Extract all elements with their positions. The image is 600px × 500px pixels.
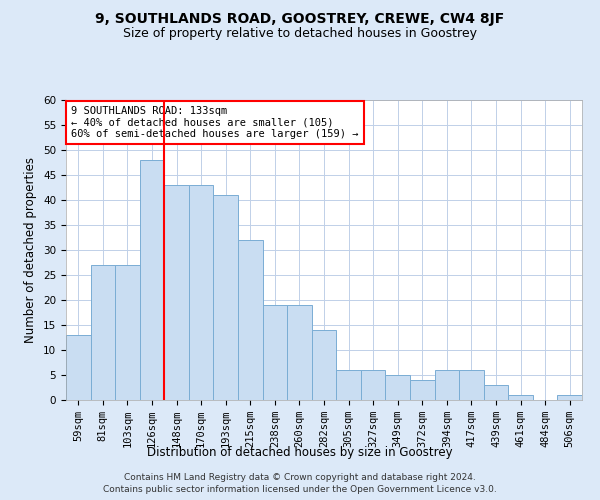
Bar <box>557 395 582 400</box>
Bar <box>214 195 238 400</box>
Text: Size of property relative to detached houses in Goostrey: Size of property relative to detached ho… <box>123 28 477 40</box>
Bar <box>410 380 434 400</box>
Y-axis label: Number of detached properties: Number of detached properties <box>25 157 37 343</box>
Bar <box>434 370 459 400</box>
Bar <box>66 335 91 400</box>
Bar <box>140 160 164 400</box>
Bar <box>361 370 385 400</box>
Bar <box>385 375 410 400</box>
Text: 9, SOUTHLANDS ROAD, GOOSTREY, CREWE, CW4 8JF: 9, SOUTHLANDS ROAD, GOOSTREY, CREWE, CW4… <box>95 12 505 26</box>
Bar <box>459 370 484 400</box>
Text: Distribution of detached houses by size in Goostrey: Distribution of detached houses by size … <box>147 446 453 459</box>
Bar <box>91 265 115 400</box>
Bar <box>263 305 287 400</box>
Bar <box>508 395 533 400</box>
Bar <box>115 265 140 400</box>
Bar <box>484 385 508 400</box>
Text: Contains public sector information licensed under the Open Government Licence v3: Contains public sector information licen… <box>103 485 497 494</box>
Bar <box>164 185 189 400</box>
Bar <box>238 240 263 400</box>
Bar <box>312 330 336 400</box>
Bar <box>336 370 361 400</box>
Bar <box>287 305 312 400</box>
Bar <box>189 185 214 400</box>
Text: 9 SOUTHLANDS ROAD: 133sqm
← 40% of detached houses are smaller (105)
60% of semi: 9 SOUTHLANDS ROAD: 133sqm ← 40% of detac… <box>71 106 359 139</box>
Text: Contains HM Land Registry data © Crown copyright and database right 2024.: Contains HM Land Registry data © Crown c… <box>124 472 476 482</box>
